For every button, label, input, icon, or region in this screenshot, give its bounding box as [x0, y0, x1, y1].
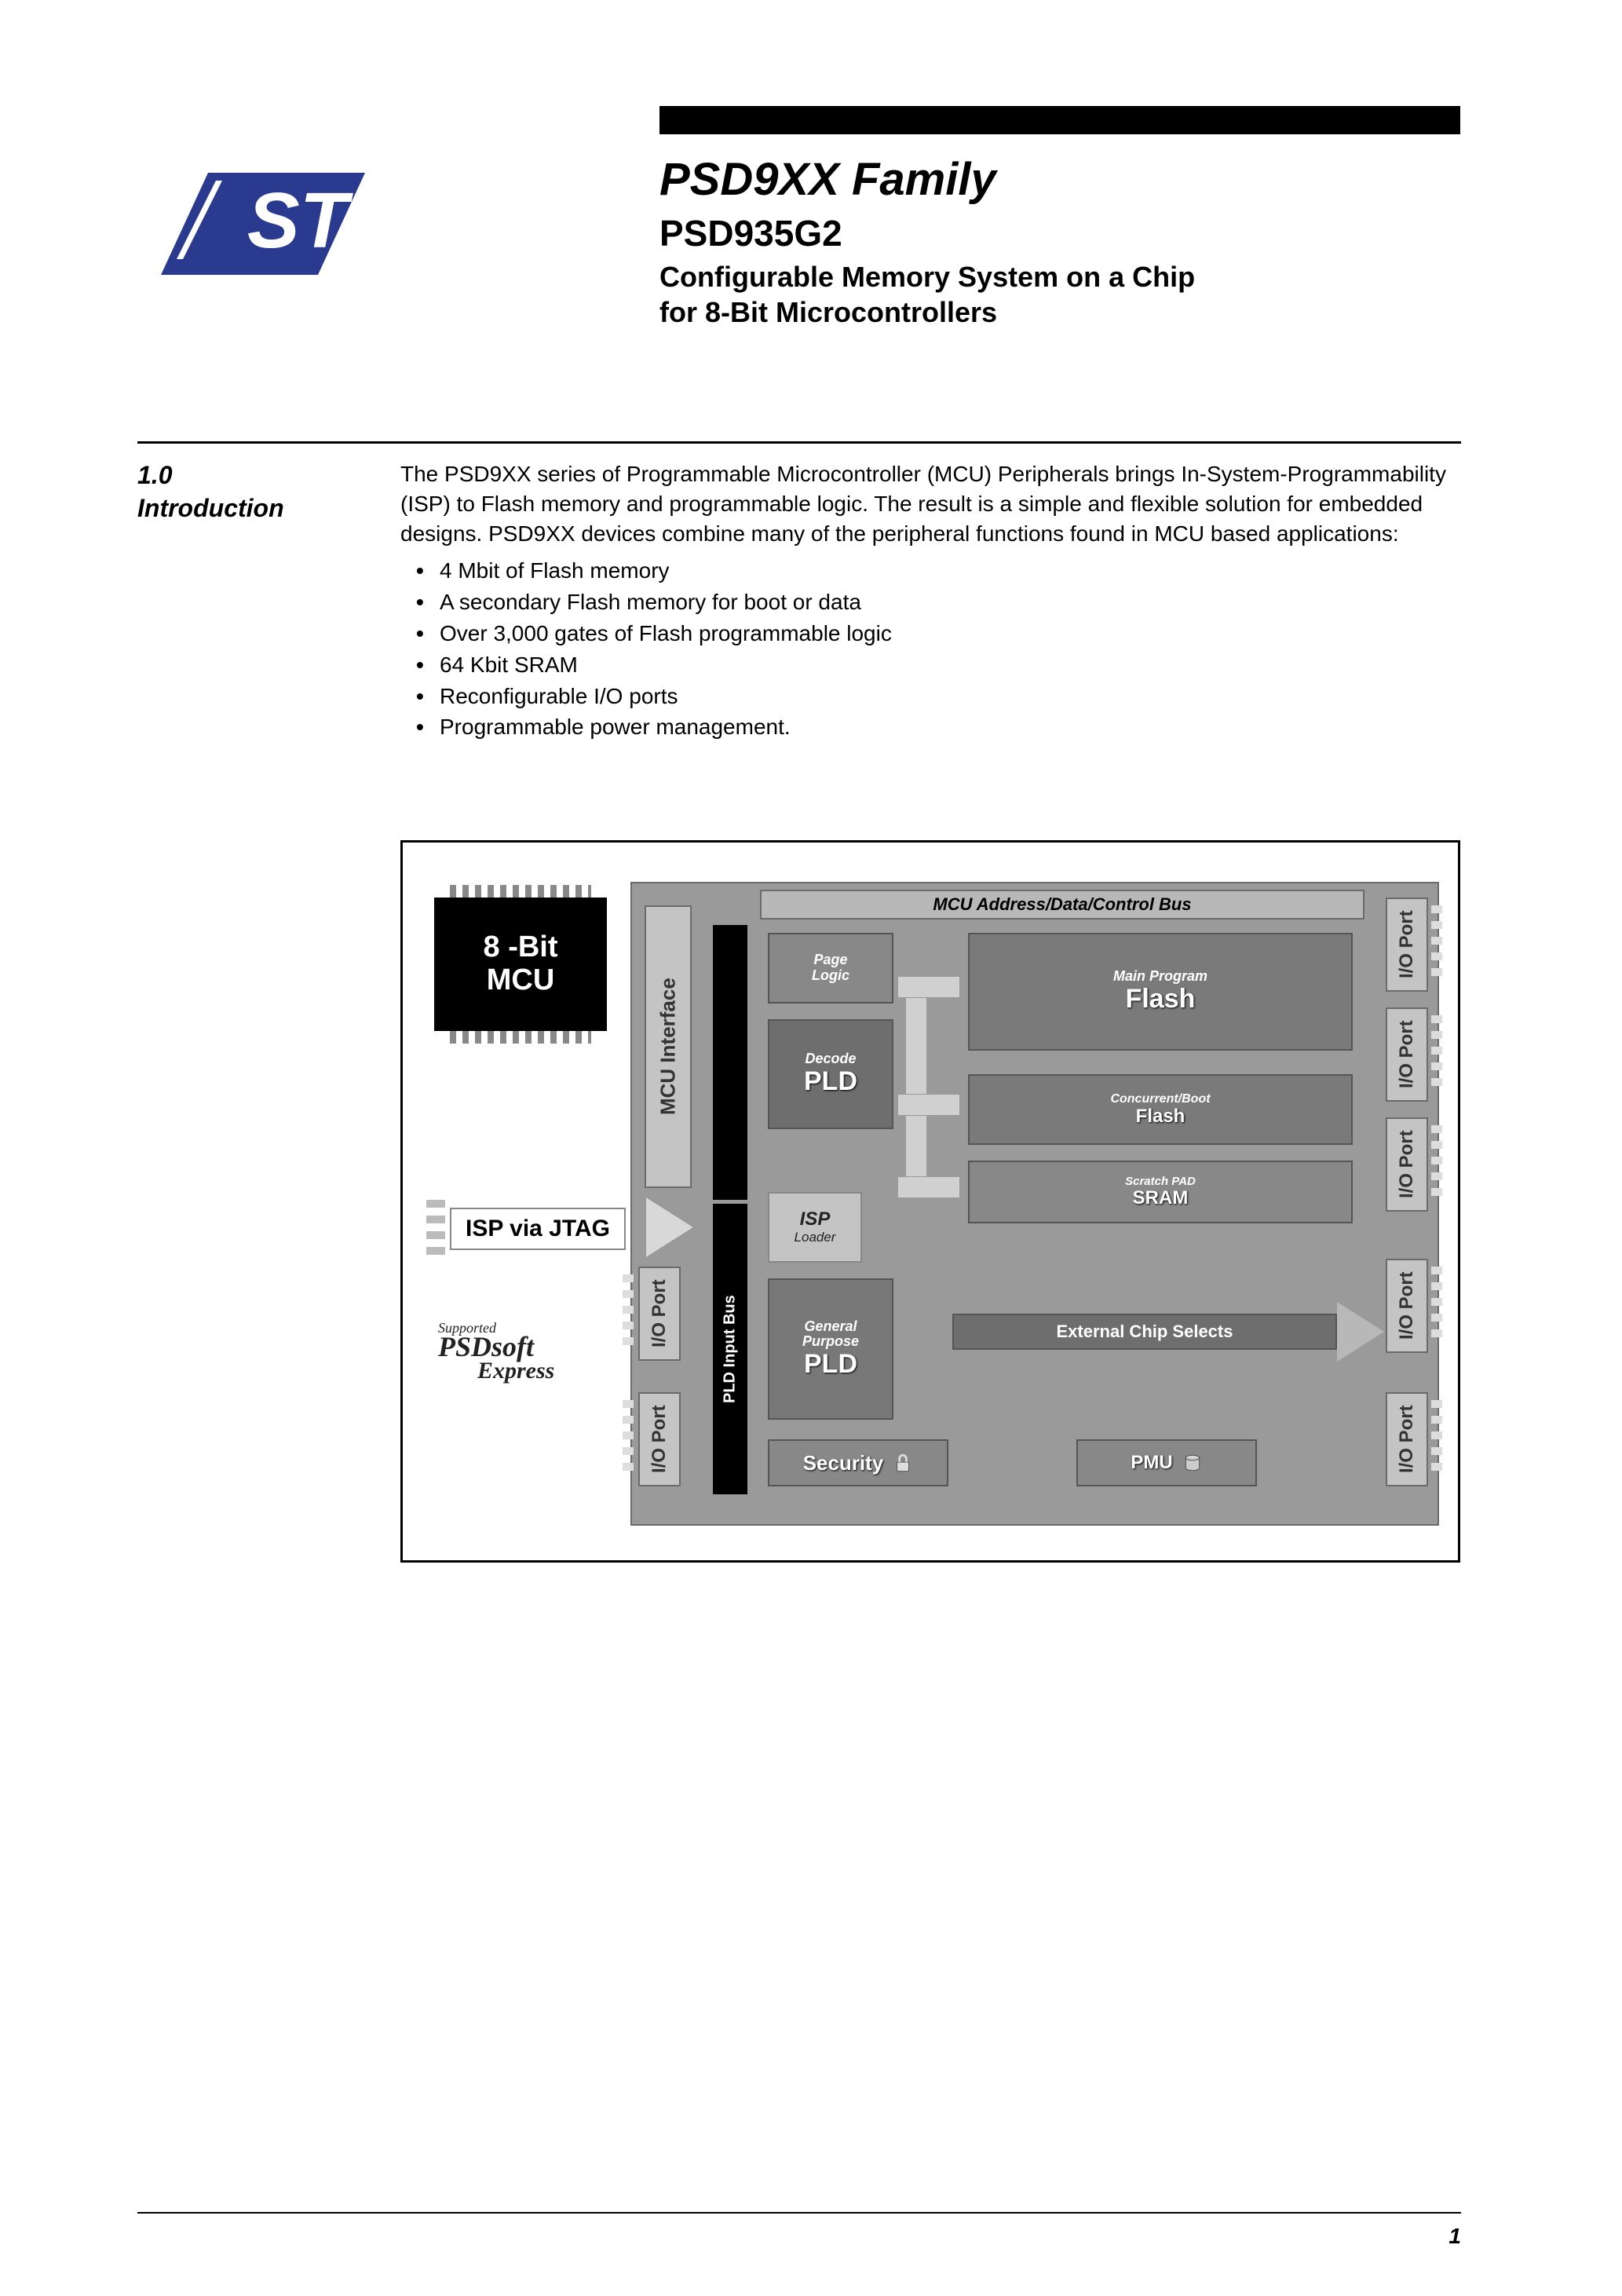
io-pins-icon [1431, 905, 1442, 984]
title-block: PSD9XX Family PSD935G2 Configurable Memo… [659, 153, 1460, 330]
connection-arrow [905, 984, 927, 1196]
bus-header-label: MCU Address/Data/Control Bus [760, 890, 1364, 919]
sram-small: Scratch PAD [1125, 1175, 1196, 1189]
connection-arrow [897, 976, 960, 998]
conc-flash-small: Concurrent/Boot [1110, 1092, 1210, 1106]
security-block: Security [768, 1439, 948, 1486]
gp-pld-l2: Purpose [802, 1334, 859, 1350]
arrow-isp-icon [646, 1197, 693, 1257]
io-pins-icon [623, 1400, 634, 1479]
title-family: PSD9XX Family [659, 153, 1460, 206]
bullet-item: A secondary Flash memory for boot or dat… [440, 587, 1460, 617]
title-subtitle-2: for 8-Bit Microcontrollers [659, 294, 1460, 330]
cylinder-icon [1182, 1453, 1203, 1473]
connection-arrow [897, 1176, 960, 1198]
io-port-block: I/O Port [1386, 1259, 1428, 1353]
io-pins-icon [1431, 1125, 1442, 1204]
io-port-block: I/O Port [638, 1392, 681, 1486]
section-title: Introduction [137, 494, 284, 522]
io-port-block: I/O Port [1386, 1392, 1428, 1486]
decode-pld-block: Decode PLD [768, 1019, 893, 1129]
page-number: 1 [1448, 2224, 1461, 2249]
external-chip-selects-bar: External Chip Selects [952, 1314, 1337, 1350]
bullet-item: Reconfigurable I/O ports [440, 682, 1460, 711]
psdsoft-supported-label: Supported PSDsoft Express [438, 1322, 554, 1381]
isp-loader-block: ISP Loader [768, 1192, 862, 1263]
isp-via-jtag-label: ISP via JTAG [450, 1208, 626, 1250]
io-pins-icon [1431, 1400, 1442, 1479]
io-port-block: I/O Port [1386, 898, 1428, 992]
bullet-item: 4 Mbit of Flash memory [440, 556, 1460, 586]
block-diagram-figure: 8 -Bit MCU ISP via JTAG Supported PSDsof… [400, 840, 1460, 1563]
io-pins-icon [1431, 1015, 1442, 1094]
sram-block: Scratch PAD SRAM [968, 1161, 1353, 1223]
mcu-chip-line2: MCU [487, 963, 555, 996]
title-subtitle-1: Configurable Memory System on a Chip [659, 259, 1460, 294]
gp-pld-l1: General [804, 1319, 857, 1335]
conc-flash-big: Flash [1136, 1106, 1185, 1127]
header-black-bar [659, 106, 1460, 134]
connection-arrow [897, 1094, 960, 1116]
isp-jtag-pins [426, 1200, 445, 1255]
concurrent-boot-flash-block: Concurrent/Boot Flash [968, 1074, 1353, 1145]
decode-pld-big: PLD [804, 1067, 857, 1096]
title-part: PSD935G2 [659, 212, 1460, 254]
mcu-chip: 8 -Bit MCU [434, 898, 607, 1031]
st-logo: ST [161, 173, 365, 275]
section-number: 1.0 [137, 461, 172, 489]
section-divider [137, 441, 1461, 444]
io-port-block: I/O Port [638, 1267, 681, 1361]
sram-big: SRAM [1133, 1188, 1189, 1208]
io-port-block: I/O Port [1386, 1117, 1428, 1212]
lock-icon [893, 1453, 913, 1473]
general-purpose-pld-block: General Purpose PLD [768, 1278, 893, 1420]
main-flash-big: Flash [1126, 985, 1196, 1014]
page-logic-l1: Page [813, 952, 847, 968]
isp-loader-l1: ISP [800, 1209, 831, 1230]
gp-pld-big: PLD [804, 1350, 857, 1379]
isp-loader-l2: Loader [795, 1230, 836, 1245]
io-pins-icon [623, 1274, 634, 1353]
intro-paragraph: The PSD9XX series of Programmable Microc… [400, 459, 1460, 548]
pmu-label: PMU [1131, 1453, 1172, 1473]
pmu-block: PMU [1076, 1439, 1257, 1486]
footer-rule [137, 2212, 1461, 2214]
io-pins-icon [1431, 1267, 1442, 1345]
mcu-chip-line1: 8 -Bit [484, 930, 558, 963]
vertical-bus-bar [713, 925, 747, 1200]
main-program-flash-block: Main Program Flash [968, 933, 1353, 1051]
page-logic-block: Page Logic [768, 933, 893, 1004]
psdsoft-line3: Express [438, 1360, 554, 1381]
bullet-item: Over 3,000 gates of Flash programmable l… [440, 619, 1460, 649]
bullet-item: 64 Kbit SRAM [440, 650, 1460, 680]
pld-input-bus-block: PLD Input Bus [713, 1204, 747, 1494]
bullet-item: Programmable power management. [440, 712, 1460, 742]
main-flash-small: Main Program [1113, 969, 1207, 985]
io-port-block: I/O Port [1386, 1007, 1428, 1102]
page-logic-l2: Logic [812, 968, 849, 984]
section-heading: 1.0 Introduction [137, 459, 357, 525]
intro-body: The PSD9XX series of Programmable Microc… [400, 459, 1460, 744]
arrow-external-icon [1337, 1302, 1384, 1362]
decode-pld-small: Decode [805, 1051, 856, 1067]
mcu-interface-block: MCU Interface [645, 905, 692, 1188]
security-label: Security [803, 1452, 884, 1475]
intro-bullet-list: 4 Mbit of Flash memory A secondary Flash… [400, 556, 1460, 742]
svg-text:ST: ST [247, 177, 354, 265]
